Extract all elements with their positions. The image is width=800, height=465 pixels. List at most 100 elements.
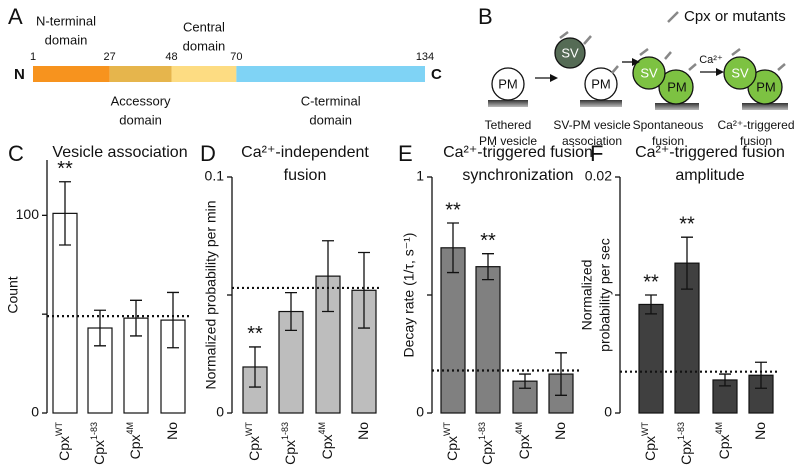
error-bar [167, 291, 179, 349]
chart-title: Ca²⁺-independent [241, 144, 369, 161]
error-bar [322, 240, 334, 313]
domain-label: domain [119, 112, 162, 127]
significance-label: ** [445, 199, 461, 221]
stage-label: Ca²⁺-triggered [717, 118, 794, 132]
significance-label: ** [57, 158, 73, 180]
category-superscript: 1-83 [676, 422, 686, 440]
domain-label: N-terminal [36, 13, 96, 28]
y-tick-label: 0 [31, 404, 39, 420]
error-bar [358, 251, 370, 329]
significance-label: ** [480, 230, 496, 252]
category-superscript: WT [640, 422, 650, 436]
vesicle-label: PM [591, 76, 611, 91]
x-tick-label: Cpx4M [514, 422, 531, 459]
bar [440, 247, 466, 414]
error-bar [94, 309, 106, 347]
residue-label: 48 [165, 51, 177, 63]
error-bar [285, 291, 297, 332]
x-tick-label: Cpx4M [125, 422, 142, 459]
x-tick-label: No [752, 422, 768, 440]
category-name: Cpx [516, 435, 532, 460]
residue-label: 134 [416, 51, 434, 63]
category-superscript: 1-83 [280, 422, 290, 440]
x-tick-label: No [355, 422, 371, 440]
chart-title: fusion [284, 167, 327, 184]
panel-label: F [590, 141, 603, 166]
residue-label: 1 [30, 51, 36, 63]
x-tick-label: Cpx4M [317, 422, 334, 459]
y-axis-label: Normalized [579, 260, 595, 331]
chart-title: synchronization [462, 167, 573, 184]
error-bar [555, 352, 567, 396]
category-name: No [164, 422, 180, 440]
bar [475, 266, 501, 414]
category-superscript: 4M [317, 422, 327, 435]
error-bar [59, 181, 71, 246]
category-name: Cpx [91, 440, 107, 465]
vesicle-label: PM [498, 76, 518, 91]
panel-label: E [398, 141, 413, 166]
y-axis-label: Count [5, 276, 21, 313]
category-name: Cpx [282, 440, 298, 465]
terminus-label: C [431, 66, 442, 83]
y-tick-label: 100 [16, 206, 40, 222]
domain [236, 66, 425, 82]
calcium-label: Ca²⁺ [699, 54, 723, 66]
terminus-label: N [14, 66, 25, 83]
stage-label: SV-PM vesicle [553, 118, 631, 132]
x-tick-label: Cpx4M [714, 422, 731, 459]
vesicle-label: SV [561, 45, 579, 60]
bar [638, 303, 664, 414]
x-tick-label: Cpx1-83 [676, 422, 693, 465]
panel-b-diagram [488, 11, 788, 110]
category-name: No [752, 422, 768, 440]
vesicle-label: PM [756, 79, 776, 94]
x-tick-label: CpxWT [442, 422, 459, 461]
category-name: Cpx [642, 436, 658, 461]
category-name: Cpx [246, 436, 262, 461]
domain [109, 66, 172, 82]
x-tick-label: CpxWT [640, 422, 657, 461]
y-axis-label: Normalized probability per min [203, 200, 219, 389]
significance-label: ** [643, 271, 659, 293]
category-name: Cpx [319, 435, 335, 460]
domain [33, 66, 110, 82]
error-bar [447, 222, 459, 274]
domain-label: Accessory [111, 93, 171, 108]
y-tick-label: 0 [604, 404, 612, 420]
category-superscript: 1-83 [477, 422, 487, 440]
x-tick-label: No [164, 422, 180, 440]
domain-label: C-terminal [301, 93, 361, 108]
x-tick-label: CpxWT [54, 422, 71, 461]
category-name: No [552, 422, 568, 440]
error-bar [719, 373, 731, 387]
panel-label: C [8, 141, 24, 166]
error-bar [755, 361, 767, 389]
domain-label: domain [309, 112, 352, 127]
vesicle-label: PM [667, 79, 687, 94]
chart-title: amplitude [675, 167, 744, 184]
stage-label: Spontaneous [633, 118, 704, 132]
category-superscript: WT [54, 422, 64, 436]
error-bar [130, 299, 142, 337]
error-bar [645, 294, 657, 315]
category-name: Cpx [716, 435, 732, 460]
y-tick-label: 0.02 [585, 168, 612, 184]
stage-label: fusion [652, 134, 684, 148]
category-name: Cpx [479, 440, 495, 465]
stage-label: PM vesicle [479, 134, 537, 148]
y-tick-label: 0 [216, 404, 224, 420]
x-tick-label: Cpx1-83 [280, 422, 297, 465]
category-superscript: WT [442, 422, 452, 436]
y-tick-label: 0 [416, 404, 424, 420]
significance-label: ** [679, 213, 695, 235]
category-superscript: 4M [714, 422, 724, 435]
category-superscript: WT [244, 422, 254, 436]
category-name: Cpx [127, 435, 143, 460]
stage-label: association [562, 134, 622, 148]
domain-label: domain [45, 32, 88, 47]
category-superscript: 4M [125, 422, 135, 435]
vesicle-label: SV [731, 65, 749, 80]
category-superscript: 4M [514, 422, 524, 435]
